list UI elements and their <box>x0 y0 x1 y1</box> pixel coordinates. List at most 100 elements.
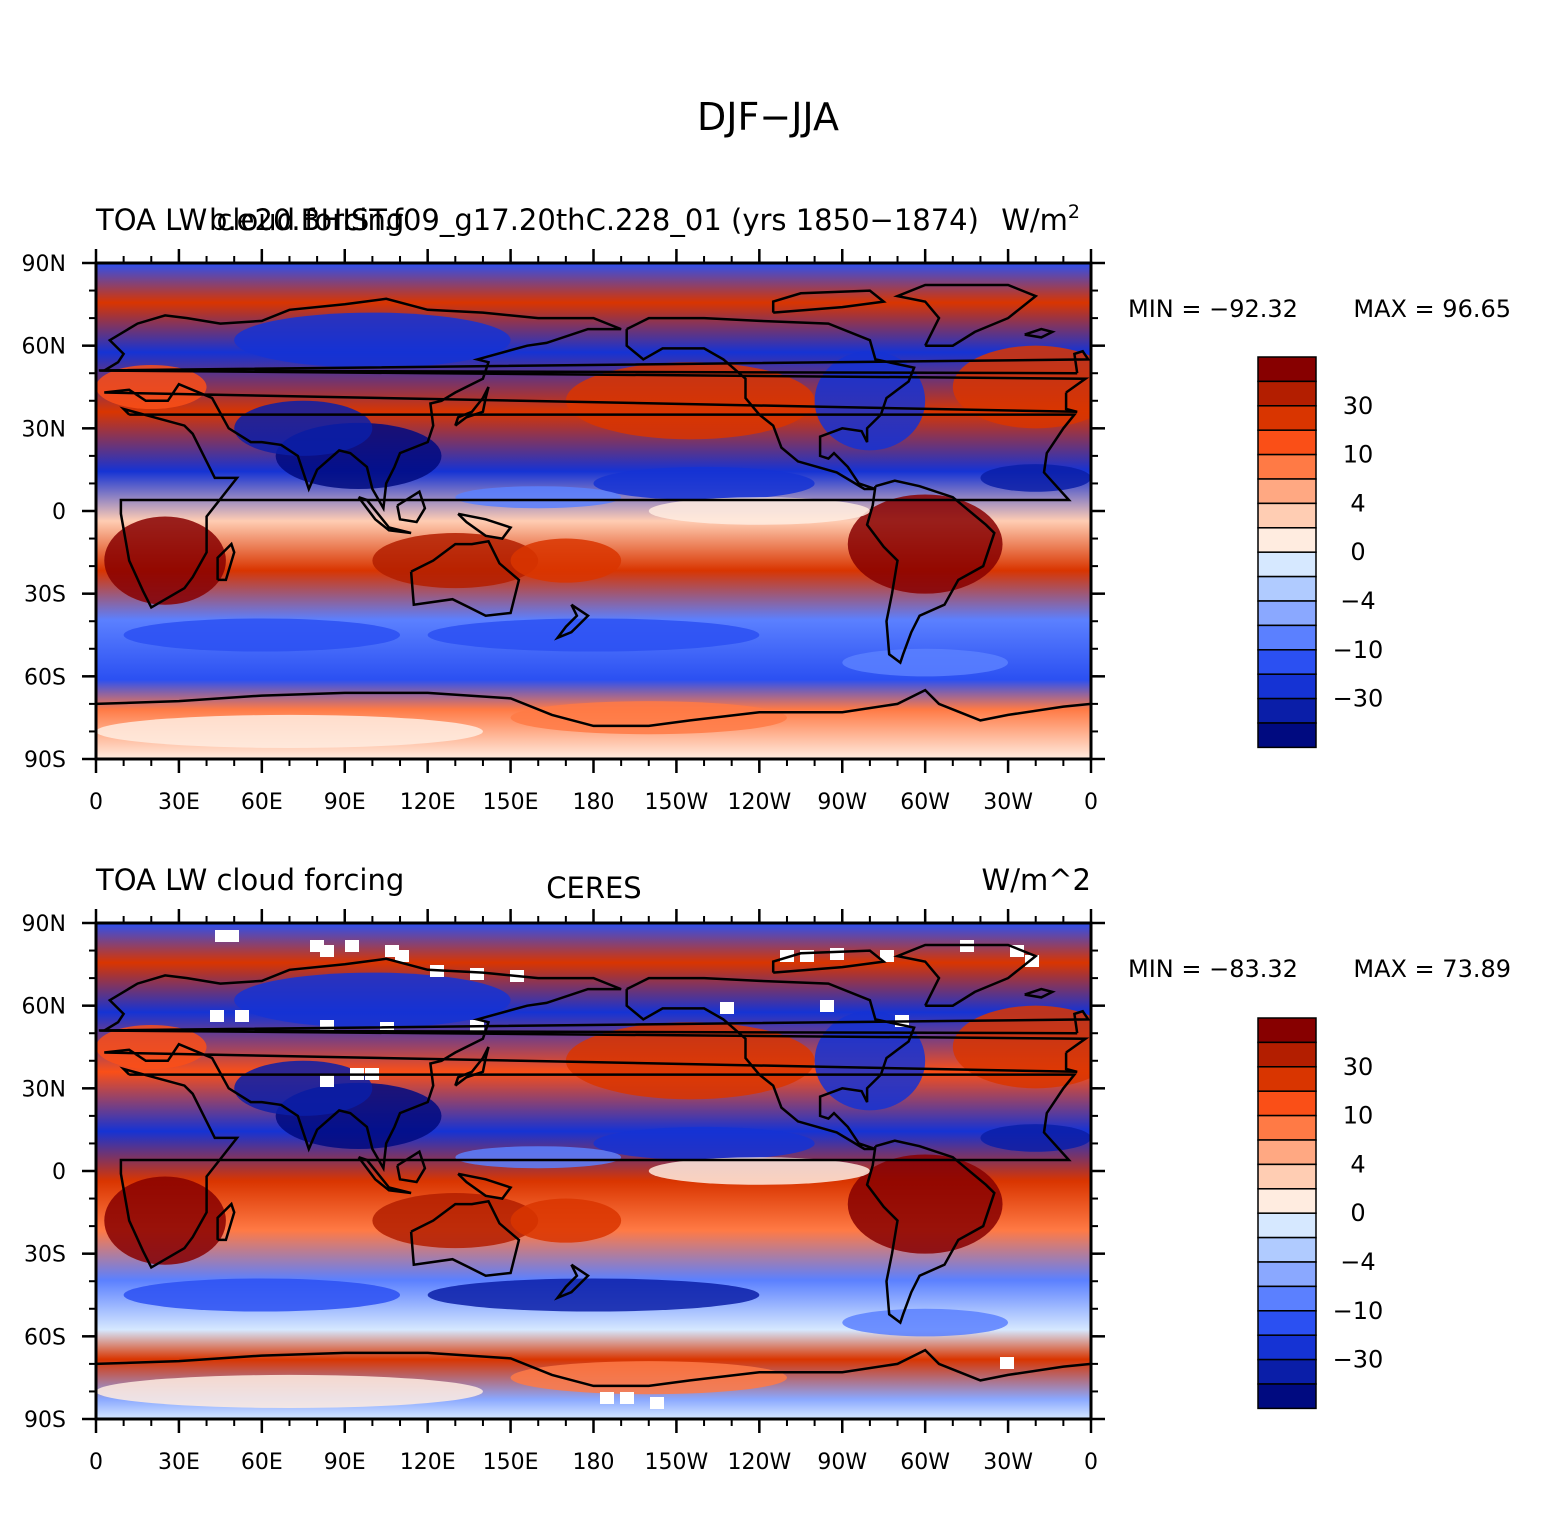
x-tick-label: 30W <box>983 790 1033 815</box>
x-tick-label: 180 <box>573 1450 615 1475</box>
field-patch <box>96 714 483 748</box>
x-tick-label: 120E <box>400 790 456 815</box>
colorbar-label: −30 <box>1333 1346 1384 1374</box>
field-patch <box>104 1176 226 1265</box>
colorbar-box <box>1257 1285 1317 1312</box>
x-tick-label: 120E <box>400 1450 456 1475</box>
coastline-path <box>893 943 1039 1007</box>
coastline-path <box>96 1348 1091 1388</box>
colorbar-box <box>1257 1114 1317 1141</box>
figure-title: DJF−JJA <box>697 95 839 139</box>
coastline-path <box>553 603 590 641</box>
missing-cell <box>235 1010 249 1022</box>
field-patch <box>372 1193 539 1249</box>
colorbar-label: 4 <box>1350 489 1365 517</box>
missing-cell <box>650 1397 664 1409</box>
field-patch <box>455 1146 622 1169</box>
missing-cell <box>830 948 844 960</box>
units-text: W/m <box>1001 203 1068 237</box>
x-tick-label: 150E <box>483 1450 539 1475</box>
field-patch <box>842 648 1009 677</box>
coastline-path <box>98 1009 1091 1035</box>
y-tick-label: 90S <box>24 1408 66 1433</box>
panel-center-title: b.e20.BHIST.f09_g17.20thC.228_01 (yrs 18… <box>209 203 979 237</box>
map-plot: 0 30E 60E 90E 120E 150E 180 150W 120W 90W 60W 30W 0 … <box>0 909 1105 1475</box>
colorbar-box <box>1257 1066 1317 1092</box>
x-tick-label: 60E <box>241 1450 283 1475</box>
coastline-path <box>0 959 91 1168</box>
colorbar-label: −4 <box>1340 587 1375 615</box>
colorbar-label: 30 <box>1343 392 1374 420</box>
max-label: MAX = 73.89 <box>1353 955 1511 983</box>
y-axis: 90N 60N 30N 0 30S 60S 90S <box>22 912 1105 1433</box>
coastline-path <box>119 1066 1078 1270</box>
colorbar-box <box>1257 1139 1317 1166</box>
missing-cell <box>880 950 894 962</box>
missing-cell <box>820 1000 834 1012</box>
coastline-path <box>457 1172 513 1200</box>
coastline-path <box>357 1156 412 1195</box>
units-superscript: 2 <box>1068 201 1080 223</box>
field-patch <box>96 1024 207 1070</box>
coastline-path <box>454 386 490 427</box>
colorbar-box <box>1257 478 1317 505</box>
coastline-path <box>865 1139 996 1325</box>
coastline-path <box>1024 987 1056 999</box>
colorbar-box <box>1257 1383 1317 1410</box>
colorbar-box <box>1257 1358 1317 1385</box>
field-patch <box>842 1308 1009 1337</box>
coastline-path <box>396 489 427 524</box>
x-tick-label: 30W <box>983 1450 1033 1475</box>
min-label: MIN = −83.32 <box>1128 955 1298 983</box>
coastline-path <box>216 541 236 582</box>
coastline-path <box>893 283 1039 347</box>
colorbar-box <box>1257 453 1317 480</box>
missing-cell <box>395 950 409 962</box>
coastline-path <box>119 406 1078 610</box>
x-tick-label: 120W <box>727 790 791 815</box>
x-tick-label: 150W <box>645 1450 709 1475</box>
coastline-path <box>99 957 1090 1173</box>
colorbar-box <box>1257 1017 1317 1044</box>
field-patch <box>510 538 622 583</box>
colorbar-box <box>1257 429 1317 456</box>
x-tick-label: 90E <box>324 1450 366 1475</box>
x-tick-label: 150E <box>483 790 539 815</box>
y-tick-label: 90N <box>22 912 66 937</box>
x-tick-label: 0 <box>89 1450 103 1475</box>
field-patch <box>952 345 1091 429</box>
field-patch <box>123 1278 401 1312</box>
x-tick-label: 60W <box>900 790 950 815</box>
y-tick-label: 30S <box>24 583 66 608</box>
x-tick-label: 90W <box>817 1450 867 1475</box>
colorbar-box <box>1257 527 1317 553</box>
field-patch <box>847 494 1003 594</box>
x-axis: 0 30E 60E 90E 120E 150E 180 150W 120W 90W 60W 30W 0 <box>89 249 1098 815</box>
y-tick-label: 90N <box>22 252 66 277</box>
field-patch <box>427 618 760 652</box>
coastline-path <box>357 496 412 535</box>
coastline-path <box>625 976 916 1151</box>
coastlines <box>96 283 1091 728</box>
missing-cell <box>600 1392 614 1404</box>
colorbar: 30 10 4 0 −4 −10 −30 <box>1257 356 1383 749</box>
field-patch <box>234 972 511 1028</box>
colorbar-box <box>1257 502 1317 529</box>
x-tick-label: 0 <box>89 790 103 815</box>
colorbar-box <box>1257 649 1317 675</box>
colorbar-box <box>1257 1163 1317 1190</box>
field-patch <box>234 400 373 456</box>
coastline-path <box>771 289 887 314</box>
y-axis: 90N 60N 30N 0 30S 60S 90S <box>22 252 1105 773</box>
field-patch <box>980 1124 1091 1152</box>
colorbar-label: 30 <box>1343 1053 1374 1081</box>
map-plot: 0 30E 60E 90E 120E 150E 180 150W 120W 90W 60W 30W 0 … <box>22 249 1105 815</box>
coastline-path <box>98 349 1091 375</box>
panel-left-title: TOA LW cloud forcing <box>95 863 404 897</box>
x-tick-label: 120W <box>727 1450 791 1475</box>
field-patch <box>593 466 815 500</box>
y-tick-label: 0 <box>52 1160 66 1185</box>
coastline-path <box>409 539 521 617</box>
colorbar-box <box>1257 405 1317 431</box>
colorbar-label: 0 <box>1350 538 1365 566</box>
